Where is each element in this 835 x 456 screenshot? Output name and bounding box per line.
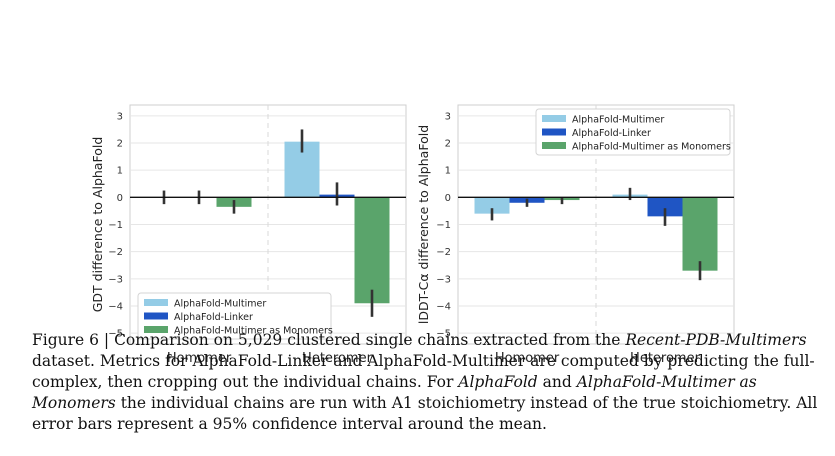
legend: AlphaFold-Multimer AlphaFold-Linker AlphaF… xyxy=(535,108,731,156)
x-category-label: Homomer xyxy=(495,351,560,366)
y-tick-label: 3 xyxy=(117,111,123,122)
y-tick-label: −3 xyxy=(108,274,123,285)
caption-prefix: Figure 6 | Comparison on 5,029 clustered… xyxy=(32,331,626,349)
y-tick-label: −4 xyxy=(436,301,451,312)
y-tick-label: −4 xyxy=(108,301,123,312)
y-tick-label: 2 xyxy=(117,139,123,150)
legend-label: AlphaFold-Multimer xyxy=(572,115,664,126)
legend-label: AlphaFold-Multimer as Monomers xyxy=(174,326,333,337)
x-category-label: Heteromer xyxy=(302,351,373,366)
gdt-chart: 3 2 1 0 −1 −2 −3 −4 −5 Homomer Heteromer GDT differ… xyxy=(90,104,407,366)
y-tick-label: −1 xyxy=(436,220,451,231)
bar-alphafold-multimer-homomer xyxy=(474,197,510,214)
x-category-label: Heteromer xyxy=(630,351,701,366)
legend-label: AlphaFold-Linker xyxy=(174,312,253,323)
figure-caption: Figure 6 | Comparison on 5,029 clustered… xyxy=(32,330,822,435)
legend-box xyxy=(137,292,332,340)
y-tick-label: 1 xyxy=(445,166,451,177)
y-tick-label: −1 xyxy=(108,220,123,231)
caption-rest: the individual chains are run with A1 st… xyxy=(32,394,818,433)
legend: AlphaFold-Multimer AlphaFold-Linker AlphaF… xyxy=(137,292,333,340)
legend-swatch-alphafold-multimer xyxy=(144,299,168,306)
y-tick-label: −2 xyxy=(436,247,451,258)
bar-alphafold-multimer-as-monomers-heteromer xyxy=(682,197,718,271)
y-tick-label: −5 xyxy=(108,329,123,340)
y-tick-label: 1 xyxy=(117,166,123,177)
caption-mid1: dataset. Metrics for AlphaFold-Linker an… xyxy=(32,352,815,391)
legend-label: AlphaFold-Multimer as Monomers xyxy=(572,142,731,153)
caption-model1: AlphaFold xyxy=(458,373,538,391)
legend-swatch-alphafold-linker xyxy=(144,312,168,320)
y-tick-label: −2 xyxy=(108,247,123,258)
y-axis-label: GDT difference to AlphaFold xyxy=(90,137,105,313)
legend-box xyxy=(535,108,731,156)
legend-label: AlphaFold-Multimer xyxy=(174,299,266,310)
legend-swatch-alphafold-multimer-as-monomers xyxy=(144,326,168,333)
y-tick-label: 2 xyxy=(445,139,451,150)
y-tick-label: 0 xyxy=(445,193,451,204)
y-tick-label: 0 xyxy=(117,193,123,204)
lddt-chart: 3 2 1 0 −1 −2 −3 −4 −5 Homomer Heteromer lDDT-Cα di… xyxy=(416,104,735,366)
caption-model2: AlphaFold-Multimer as Monomers xyxy=(32,373,757,412)
legend-swatch-alphafold-linker xyxy=(542,128,566,136)
legend-swatch-alphafold-multimer-as-monomers xyxy=(542,142,566,149)
caption-and: and xyxy=(537,373,577,391)
y-axis-label: lDDT-Cα difference to AlphaFold xyxy=(416,125,431,324)
x-category-label: Homomer xyxy=(167,351,232,366)
bar-alphafold-multimer-as-monomers-heteromer xyxy=(354,197,390,304)
legend-swatch-alphafold-multimer xyxy=(542,115,566,122)
y-tick-label: 3 xyxy=(445,111,451,122)
y-tick-label: −5 xyxy=(436,329,451,340)
caption-dataset: Recent-PDB-Multimers xyxy=(625,331,807,349)
bar-alphafold-linker-heteromer xyxy=(647,197,683,217)
y-tick-label: −3 xyxy=(436,274,451,285)
legend-label: AlphaFold-Linker xyxy=(572,128,651,139)
